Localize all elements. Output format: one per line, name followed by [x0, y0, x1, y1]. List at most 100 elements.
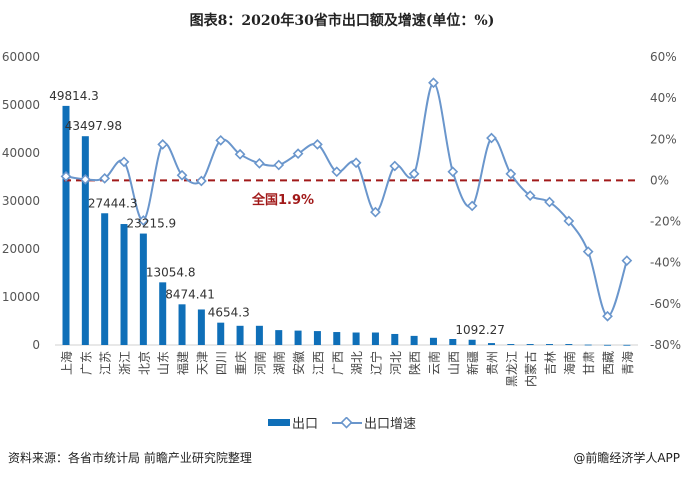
growth-marker-辽宁 [370, 206, 381, 218]
growth-marker-山东 [157, 139, 169, 150]
category-label: 湖北 [349, 351, 364, 375]
right-axis-tick: -60% [650, 297, 681, 311]
bar-北京 [139, 233, 147, 345]
bar-swatch-icon [267, 419, 290, 426]
growth-marker-西藏 [602, 310, 613, 322]
chart-title: 图表8：2020年30省市出口额及增速(单位：%) [189, 13, 495, 29]
growth-marker-北京 [137, 215, 149, 226]
right-axis-tick: 60% [650, 50, 677, 64]
growth-marker-重庆 [234, 148, 246, 160]
data-label: 49814.3 [49, 89, 99, 103]
growth-line [65, 81, 628, 318]
category-label: 河北 [389, 351, 403, 375]
bar-西藏 [604, 344, 612, 346]
chart: 0 10000 20000 30000 40000 50000 60000 -80% -60% -… [2, 50, 681, 387]
bar-上海 [62, 105, 70, 345]
category-label: 上海 [59, 351, 74, 375]
growth-marker-四川 [215, 134, 227, 146]
bar-湖南 [275, 330, 283, 345]
bar-河南 [255, 325, 263, 345]
bar-江西 [313, 331, 321, 345]
right-axis-tick: 40% [650, 91, 677, 105]
category-label: 西藏 [602, 351, 616, 375]
bar-青海 [623, 344, 631, 346]
growth-marker-安徽 [292, 148, 304, 160]
bar-福建 [178, 304, 186, 345]
growth-marker-河南 [254, 157, 265, 169]
growth-marker-天津 [196, 175, 207, 187]
growth-marker-浙江 [118, 156, 130, 168]
left-axis-tick: 0 [32, 338, 40, 352]
category-label: 吉林 [544, 351, 558, 375]
data-label: 1092.27 [455, 323, 505, 337]
left-axis-tick: 30000 [2, 194, 40, 208]
category-label: 山西 [447, 351, 461, 375]
category-label: 贵州 [485, 351, 499, 375]
category-label: 福建 [175, 351, 190, 375]
bar-河北 [391, 333, 399, 345]
category-label: 黑龙江 [505, 351, 519, 387]
bar-云南 [429, 337, 437, 345]
growth-marker-甘肃 [582, 246, 594, 257]
credit: @前瞻经济学人APP [573, 451, 680, 465]
category-label: 湖南 [272, 351, 287, 375]
left-axis-tick: 10000 [2, 290, 40, 304]
bar-贵州 [487, 343, 495, 345]
growth-marker-新疆 [466, 200, 478, 212]
category-label: 河南 [252, 351, 267, 375]
category-label: 浙江 [118, 351, 132, 375]
category-label: 海南 [562, 351, 577, 375]
legend-item-export[interactable]: 出口 [267, 413, 318, 432]
growth-marker-山西 [447, 166, 459, 178]
right-axis-tick: -40% [650, 256, 681, 270]
bar-陕西 [410, 335, 418, 345]
bar-新疆 [468, 339, 476, 345]
growth-marker-陕西 [408, 168, 420, 180]
right-axis-tick: 0% [650, 173, 669, 187]
bar-辽宁 [371, 332, 379, 345]
bar-吉林 [546, 344, 553, 345]
growth-marker-江西 [312, 139, 323, 150]
growth-marker-福建 [176, 169, 188, 181]
bar-广西 [333, 332, 341, 345]
growth-marker-青海 [621, 255, 633, 267]
bar-湖北 [352, 332, 360, 345]
category-label: 新疆 [465, 351, 480, 375]
growth-marker-湖北 [350, 157, 362, 169]
category-label: 甘肃 [582, 351, 596, 375]
category-label: 安徽 [291, 351, 306, 375]
bar-内蒙古 [526, 344, 534, 345]
bar-重庆 [236, 325, 244, 345]
category-label: 山东 [157, 351, 171, 375]
growth-marker-湖南 [273, 159, 285, 171]
bar-广东 [81, 136, 89, 345]
legend-item-growth[interactable]: 出口增速 [332, 413, 416, 432]
category-label: 天津 [195, 351, 209, 375]
category-label: 辽宁 [368, 351, 383, 375]
left-axis-tick: 50000 [2, 98, 40, 112]
data-label: 8474.41 [165, 287, 215, 301]
national-reference-label: 全国1.9% [251, 192, 314, 208]
category-label: 青海 [620, 351, 635, 375]
bar-江苏 [101, 213, 109, 345]
category-label: 广东 [79, 351, 93, 375]
data-label: 4654.3 [208, 306, 250, 320]
bar-安徽 [294, 330, 302, 345]
right-axis-tick: -20% [650, 215, 681, 229]
bar-四川 [217, 322, 225, 345]
line-diamond-swatch-icon [332, 416, 362, 429]
category-label: 重庆 [234, 351, 248, 375]
legend-label: 出口增速 [364, 417, 417, 432]
growth-marker-云南 [428, 77, 439, 89]
data-label: 23215.9 [127, 217, 177, 231]
bar-山西 [449, 339, 457, 345]
bar-海南 [565, 344, 573, 345]
category-label: 陕西 [407, 351, 422, 375]
growth-marker-黑龙江 [505, 168, 517, 180]
data-label: 27444.3 [88, 196, 138, 210]
left-axis-tick: 60000 [2, 50, 40, 64]
category-label: 北京 [137, 351, 151, 375]
growth-marker-内蒙古 [524, 190, 536, 202]
legend: 出口 出口增速 [0, 413, 684, 432]
bar-山东 [159, 282, 167, 345]
